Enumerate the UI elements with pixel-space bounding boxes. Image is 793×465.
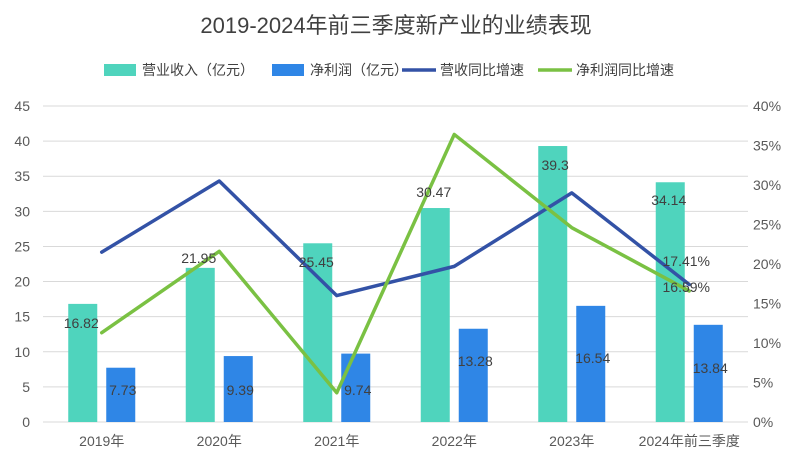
legend: 营业收入（亿元） 净利润（亿元） 营收同比增速 净利润同比增速 <box>104 62 674 78</box>
profit-label: 9.39 <box>227 382 254 398</box>
revenue-bar <box>303 243 333 422</box>
legend-label: 营收同比增速 <box>440 62 524 78</box>
right-tick-label: 15% <box>753 296 781 312</box>
left-tick-label: 10 <box>14 344 30 360</box>
profit-label: 7.73 <box>109 382 136 398</box>
left-tick-label: 15 <box>14 309 30 325</box>
profit-label: 13.84 <box>693 360 728 376</box>
right-tick-label: 40% <box>753 98 781 114</box>
profit-bar <box>106 367 136 422</box>
revenue-label: 16.82 <box>64 315 99 331</box>
left-tick-label: 30 <box>14 203 30 219</box>
legend-swatch <box>272 64 304 76</box>
profit-label: 16.54 <box>575 350 610 366</box>
revenue-bar <box>420 208 450 422</box>
revenue-label: 25.45 <box>299 254 334 270</box>
profit-label: 13.28 <box>458 353 493 369</box>
revenue-growth-label: 17.41% <box>663 253 710 269</box>
revenue-label: 30.47 <box>416 184 451 200</box>
right-axis-ticks: 0% 5% 10% 15% 20% 25% 30% 35% 40% <box>753 98 781 430</box>
profit-bar <box>341 353 371 422</box>
legend-label: 净利润同比增速 <box>576 62 674 78</box>
gridlines <box>43 105 748 423</box>
profit-bar <box>576 305 606 422</box>
revenue-bar <box>538 146 568 422</box>
left-tick-label: 45 <box>14 98 30 114</box>
x-tick-label: 2020年 <box>197 433 242 449</box>
revenue-label: 39.3 <box>542 157 569 173</box>
legend-label: 净利润（亿元） <box>310 62 408 78</box>
legend-swatch <box>104 64 136 76</box>
left-tick-label: 5 <box>22 379 30 395</box>
right-tick-label: 25% <box>753 217 781 233</box>
profit-label: 9.74 <box>344 382 371 398</box>
lines <box>100 132 691 395</box>
x-tick-label: 2021年 <box>314 433 359 449</box>
left-tick-label: 35 <box>14 168 30 184</box>
left-tick-label: 25 <box>14 238 30 254</box>
profit-bar <box>458 328 488 422</box>
profit-growth-line <box>100 132 691 395</box>
left-tick-label: 40 <box>14 133 30 149</box>
data-labels: 16.82 21.95 25.45 30.47 39.3 34.14 7.73 9.39 9.7… <box>64 157 728 398</box>
revenue-bar <box>185 267 215 422</box>
legend-label: 营业收入（亿元） <box>142 62 254 78</box>
profit-bar <box>223 356 253 422</box>
profit-growth-label: 16.59% <box>663 279 710 295</box>
revenue-growth-line <box>100 179 691 298</box>
left-tick-label: 0 <box>22 414 30 430</box>
x-tick-label: 2019年 <box>79 433 124 449</box>
right-tick-label: 35% <box>753 138 781 154</box>
revenue-bar <box>68 303 98 422</box>
revenue-label: 21.95 <box>181 250 216 266</box>
left-axis-ticks: 0 5 10 15 20 25 30 35 40 45 <box>14 98 30 430</box>
x-axis-ticks: 2019年 2020年 2021年 2022年 2023年 2024年前三季度 <box>79 433 740 449</box>
x-tick-label: 2022年 <box>432 433 477 449</box>
profit-bar <box>693 324 723 422</box>
right-tick-label: 30% <box>753 177 781 193</box>
right-tick-label: 10% <box>753 335 781 351</box>
bars <box>68 146 723 422</box>
x-tick-label: 2024年前三季度 <box>639 433 740 449</box>
right-tick-label: 0% <box>753 414 773 430</box>
x-tick-label: 2023年 <box>549 433 594 449</box>
left-tick-label: 20 <box>14 274 30 290</box>
right-tick-label: 5% <box>753 375 773 391</box>
revenue-bar <box>655 182 685 422</box>
right-tick-label: 20% <box>753 256 781 272</box>
chart-title: 2019-2024年前三季度新产业的业绩表现 <box>200 13 591 38</box>
revenue-label: 34.14 <box>651 192 686 208</box>
